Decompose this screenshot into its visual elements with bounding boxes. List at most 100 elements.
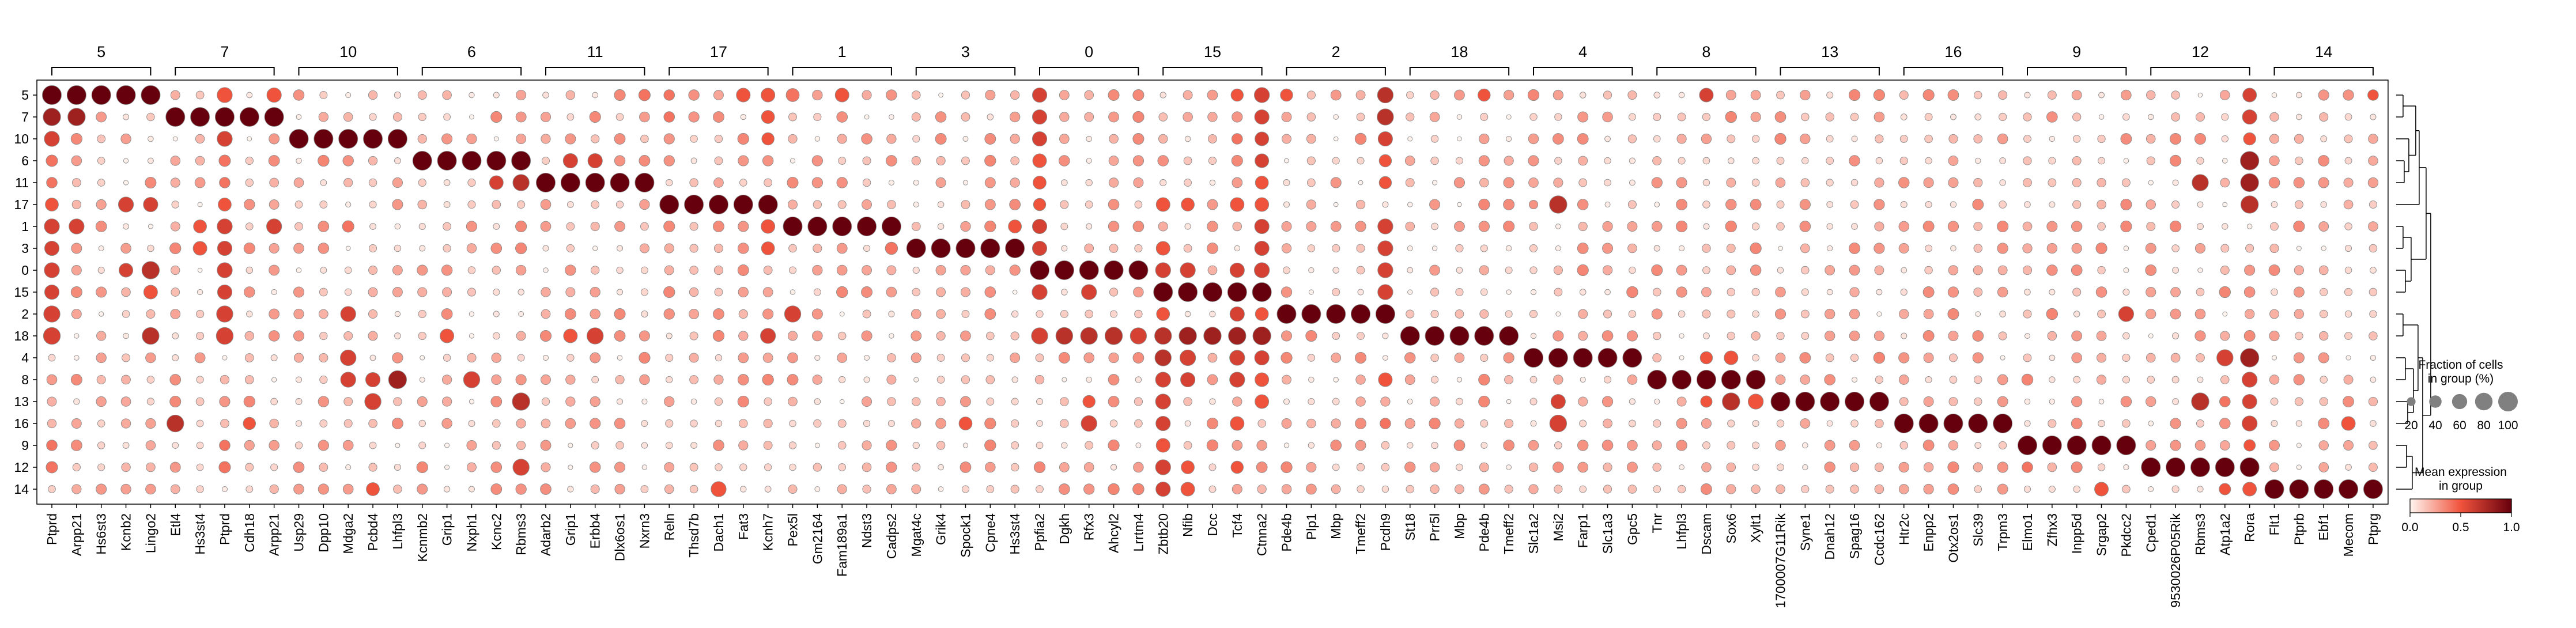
dot — [784, 305, 802, 323]
dot — [568, 464, 573, 470]
dot — [590, 352, 601, 364]
dot — [1282, 134, 1291, 144]
dot — [1283, 266, 1290, 274]
dot — [564, 308, 576, 320]
dot — [911, 330, 922, 342]
dot — [912, 441, 920, 449]
dot — [469, 399, 475, 404]
dot — [1947, 308, 1959, 320]
dot — [2049, 376, 2056, 383]
dot — [46, 154, 58, 167]
dot — [318, 309, 328, 319]
dot — [566, 113, 575, 121]
dot — [2194, 330, 2206, 342]
dot — [2318, 155, 2330, 167]
dot — [44, 284, 60, 300]
dot — [269, 243, 279, 254]
dot — [1950, 201, 1957, 208]
dot — [1601, 330, 1614, 342]
dot — [565, 133, 576, 145]
dot — [1972, 199, 1984, 210]
dot — [2196, 419, 2204, 428]
dot — [1578, 178, 1588, 187]
dot — [44, 131, 60, 147]
dot — [1135, 442, 1142, 448]
dot — [889, 114, 894, 120]
dot — [1948, 156, 1959, 166]
dot — [1876, 289, 1883, 296]
dot — [1132, 483, 1145, 495]
dot — [2318, 462, 2329, 472]
dot — [1010, 331, 1019, 341]
group-label: 8 — [1702, 43, 1710, 60]
dot — [1752, 310, 1759, 318]
y-tick-label: 6 — [21, 153, 29, 168]
dot — [1603, 462, 1612, 472]
dot — [961, 375, 970, 384]
dot — [1083, 352, 1095, 364]
dot — [418, 112, 426, 122]
dot — [885, 241, 898, 255]
dot — [2293, 220, 2305, 233]
dot — [1924, 134, 1933, 143]
dot — [1407, 289, 1413, 295]
dot — [340, 349, 357, 366]
dot — [1627, 90, 1637, 100]
dot — [1155, 241, 1170, 256]
group-bracket — [1780, 67, 1880, 75]
x-tick-label: Ptprd — [217, 513, 232, 545]
dot — [269, 308, 279, 320]
dot — [984, 286, 996, 298]
dot — [1355, 374, 1366, 385]
dot — [2243, 132, 2256, 146]
dot — [590, 308, 600, 320]
dot — [516, 331, 526, 341]
dot — [986, 354, 994, 362]
x-tick-label: Dnah12 — [1822, 513, 1837, 560]
dot — [2072, 287, 2082, 297]
dot — [1652, 463, 1662, 472]
dot — [666, 179, 673, 187]
group-label: 12 — [2192, 43, 2209, 60]
dot — [913, 202, 919, 207]
dot — [1209, 179, 1216, 186]
dot — [1479, 309, 1489, 319]
dot — [2194, 243, 2206, 254]
dot — [294, 222, 303, 231]
dot — [1800, 418, 1811, 429]
dot — [1999, 112, 2007, 122]
dot — [196, 419, 204, 428]
dot — [1158, 112, 1168, 122]
dot — [935, 264, 946, 276]
dot — [2246, 224, 2253, 229]
dot — [2293, 374, 2305, 385]
dot — [2196, 157, 2204, 165]
dot — [269, 133, 280, 145]
dot — [2271, 288, 2278, 296]
dot — [738, 440, 749, 451]
dot — [1180, 262, 1196, 278]
dot — [1281, 484, 1292, 494]
dot — [469, 114, 474, 120]
dot — [567, 486, 574, 493]
x-tick-label: Srgap2 — [2094, 513, 2109, 556]
dot — [1579, 92, 1587, 99]
dot — [962, 136, 969, 142]
dot — [1626, 461, 1638, 473]
x-tick-label: Cped1 — [2143, 513, 2158, 553]
size-legend-title: Fraction of cells — [2418, 358, 2503, 372]
dot — [1011, 310, 1019, 318]
dot — [70, 374, 82, 385]
dot — [1523, 347, 1544, 368]
dot — [1972, 330, 1984, 342]
dot — [1849, 264, 1860, 276]
dot — [985, 331, 995, 341]
dot — [839, 399, 845, 404]
dot — [462, 150, 482, 171]
dot — [412, 150, 432, 171]
dot — [1999, 441, 2007, 450]
dot — [2121, 178, 2131, 187]
dot — [122, 442, 130, 449]
dot — [590, 484, 600, 494]
dot — [170, 177, 180, 188]
